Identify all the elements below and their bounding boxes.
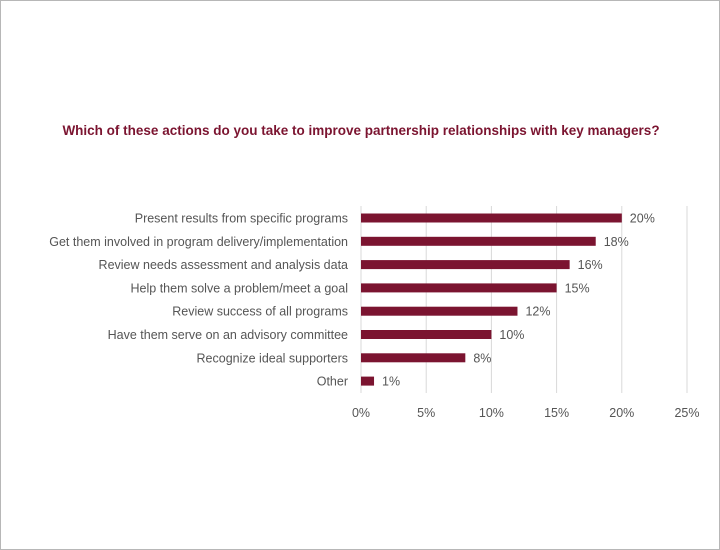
bar bbox=[361, 306, 518, 316]
bar bbox=[361, 376, 375, 386]
x-tick-label: 0% bbox=[352, 406, 370, 420]
category-label: Review needs assessment and analysis dat… bbox=[99, 258, 348, 272]
bar bbox=[361, 353, 466, 363]
data-label: 1% bbox=[382, 375, 400, 389]
data-label: 12% bbox=[525, 305, 550, 319]
category-label: Review success of all programs bbox=[172, 305, 348, 319]
bar bbox=[361, 260, 570, 270]
data-label: 20% bbox=[630, 212, 655, 226]
gridlines bbox=[360, 206, 688, 393]
data-label: 10% bbox=[499, 328, 524, 342]
x-tick-label: 20% bbox=[609, 406, 634, 420]
x-tick-label: 10% bbox=[479, 406, 504, 420]
category-label: Recognize ideal supporters bbox=[197, 351, 348, 365]
category-label: Have them serve on an advisory committee bbox=[108, 328, 348, 342]
bar bbox=[361, 330, 492, 339]
data-label: 18% bbox=[604, 235, 629, 249]
x-tick-label: 15% bbox=[544, 406, 569, 420]
chart-title: Which of these actions do you take to im… bbox=[62, 123, 660, 138]
x-tick-label: 5% bbox=[417, 406, 435, 420]
bars bbox=[361, 213, 622, 386]
category-label: Other bbox=[317, 375, 348, 389]
bar bbox=[361, 213, 622, 223]
bar bbox=[361, 236, 596, 246]
category-label: Get them involved in program delivery/im… bbox=[49, 235, 348, 249]
data-label: 16% bbox=[578, 258, 603, 272]
bar bbox=[361, 283, 557, 293]
labels: 0% 5% 10% 15% 20% 25% Present results from spe… bbox=[49, 212, 699, 421]
data-label: 15% bbox=[565, 281, 590, 295]
data-label: 8% bbox=[473, 351, 491, 365]
category-label: Present results from specific programs bbox=[135, 212, 348, 226]
category-label: Help them solve a problem/meet a goal bbox=[131, 281, 348, 295]
x-tick-label: 25% bbox=[674, 406, 699, 420]
